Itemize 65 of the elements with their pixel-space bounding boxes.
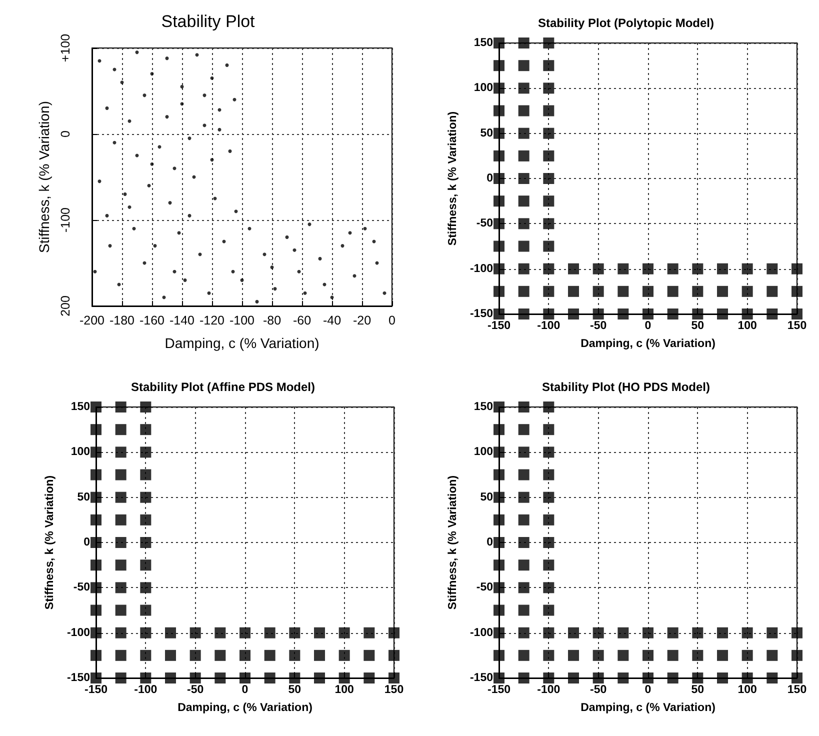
x-tick-label: -50: [590, 684, 607, 696]
y-tick-label: 0: [486, 172, 493, 184]
y-tick-label: 50: [77, 491, 90, 504]
x-tick-label: 150: [787, 684, 807, 696]
x-tick-label: -60: [292, 314, 312, 328]
chart-title: Stability Plot (Affine PDS Model): [130, 380, 316, 394]
x-tick-label: 100: [738, 684, 757, 696]
y-tick-label: -100: [470, 262, 493, 275]
x-tick-label: 50: [288, 684, 302, 696]
y-axis-title: Stiffness, k (% Variation): [447, 111, 460, 246]
x-tick-label: 0: [242, 684, 248, 696]
x-tick-label: -20: [352, 314, 372, 328]
x-tick-label: -180: [109, 314, 135, 328]
x-tick-label: -120: [199, 314, 225, 328]
y-tick-label: -100: [66, 626, 90, 639]
x-axis-title: Damping, c (% Variation): [580, 338, 716, 350]
x-axis-title: Damping, c (% Variation): [580, 702, 716, 714]
x-tick-label: -100: [134, 684, 158, 696]
y-tick-label: 150: [474, 401, 493, 413]
chart-title: Stability Plot (Polytopic Model): [538, 16, 714, 30]
x-tick-label: -200: [79, 314, 105, 328]
y-tick-label: -50: [476, 582, 493, 594]
x-tick-label: -140: [169, 314, 195, 328]
chart-title: Stability Plot (HO PDS Model): [542, 380, 710, 394]
y-tick-label: 0: [84, 536, 90, 548]
chart-title: Stability Plot: [161, 12, 256, 31]
x-tick-label: 50: [691, 320, 704, 332]
y-tick-label: -100: [58, 207, 72, 233]
y-tick-label: 150: [70, 401, 90, 413]
y-tick-label: 100: [474, 446, 493, 458]
y-tick-label: -50: [476, 218, 493, 230]
y-tick-label: +100: [58, 34, 72, 62]
x-axis-title: Damping, c (% Variation): [178, 702, 313, 714]
y-tick-label: 50: [480, 127, 493, 140]
x-tick-label: 0: [644, 320, 652, 332]
y-tick-label: -150: [470, 672, 493, 684]
y-tick-label: -100: [470, 626, 493, 639]
y-tick-label: 150: [474, 37, 493, 49]
x-tick-label: -100: [537, 684, 560, 696]
x-tick-label: -80: [262, 314, 282, 328]
x-tick-label: -100: [537, 320, 560, 332]
x-tick-label: 100: [738, 320, 757, 332]
x-tick-label: 50: [691, 684, 704, 696]
y-tick-label: 0: [58, 130, 72, 138]
y-tick-label: -150: [66, 672, 90, 684]
y-tick-label: 100: [70, 446, 90, 458]
y-axis-title: Stiffness, k (% Variation): [44, 475, 56, 610]
y-tick-label: 200: [58, 296, 72, 316]
x-tick-label: -160: [139, 314, 165, 328]
y-axis-title: Stiffness, k (% Variation): [447, 475, 460, 610]
x-tick-label: -50: [187, 684, 204, 696]
x-tick-label: -40: [322, 314, 342, 328]
x-tick-label: 100: [334, 684, 354, 696]
x-tick-label: 150: [787, 320, 807, 332]
y-tick-label: -50: [73, 582, 90, 594]
y-tick-label: 50: [480, 491, 493, 504]
y-tick-label: 100: [474, 82, 493, 94]
x-tick-label: 0: [388, 314, 396, 328]
x-axis-title: Damping, c (% Variation): [164, 335, 320, 351]
x-tick-label: -100: [229, 314, 255, 328]
y-axis-title: Stiffness, k (% Variation): [36, 101, 52, 253]
x-tick-label: -50: [590, 320, 607, 332]
x-tick-label: 150: [384, 684, 404, 696]
x-tick-label: 0: [644, 684, 652, 696]
y-tick-label: 0: [486, 536, 493, 548]
